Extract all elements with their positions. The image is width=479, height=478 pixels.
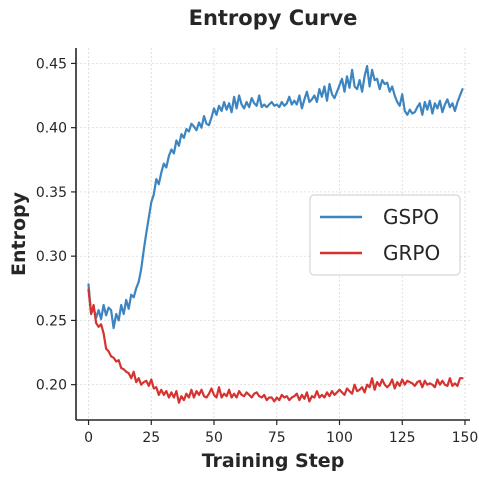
y-tick-label: 0.25 [36,313,67,329]
legend-label-gspo: GSPO [383,205,439,229]
x-tick-label: 50 [205,430,223,446]
y-tick-label: 0.20 [36,378,67,394]
y-axis-label: Entropy [8,191,30,276]
y-tick-label: 0.30 [36,249,67,265]
legend-label-grpo: GRPO [383,241,440,265]
series-line-gspo [87,64,464,330]
x-tick-label: 100 [326,430,353,446]
axes: 0 25 50 75 100 125 150 0.20 0.25 0.30 0.35 0.40 0.45 [36,48,479,446]
series-layer [87,64,464,404]
chart-title: Entropy Curve [189,6,358,30]
x-tick-label: 75 [268,430,286,446]
x-tick-label: 25 [142,430,160,446]
x-tick-label: 125 [389,430,416,446]
y-tick-label: 0.45 [36,56,67,72]
legend: GSPO GRPO [309,194,461,276]
legend-box [309,194,461,276]
x-axis-label: Training Step [202,450,345,472]
series-line-grpo [87,288,464,404]
y-tick-label: 0.35 [36,185,67,201]
x-tick-label: 150 [452,430,479,446]
x-tick-label: 0 [84,430,93,446]
y-tick-label: 0.40 [36,121,67,137]
